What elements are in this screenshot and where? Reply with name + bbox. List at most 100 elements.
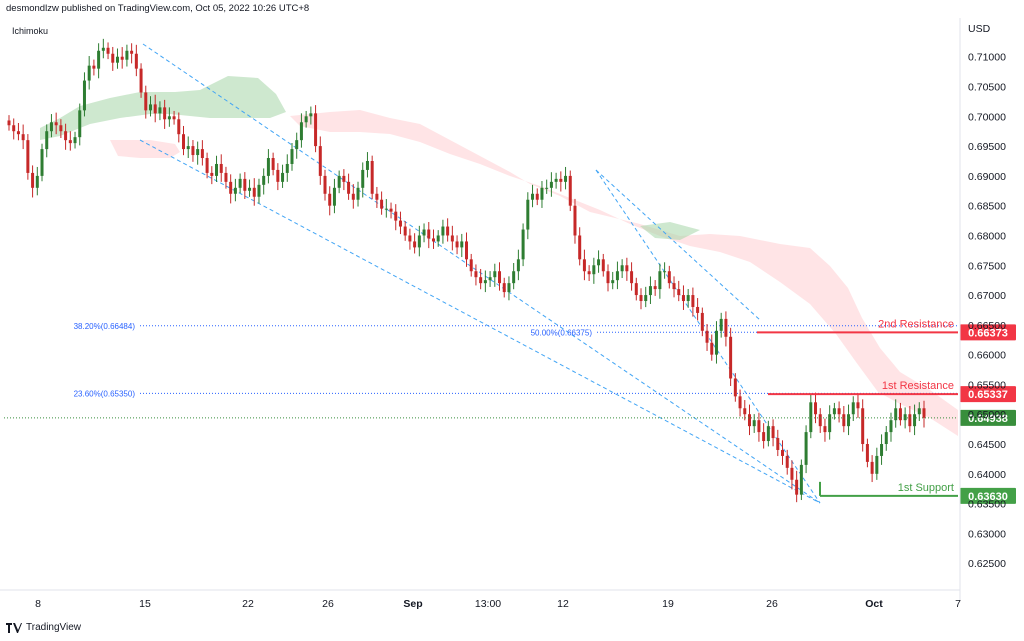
candle-body xyxy=(219,163,223,173)
candle-body xyxy=(318,146,322,176)
candle-body xyxy=(696,306,700,313)
cloud-bullish xyxy=(640,222,700,240)
candle-body xyxy=(898,408,902,421)
candle-body xyxy=(115,56,119,63)
candle-body xyxy=(785,455,789,468)
candle-body xyxy=(144,92,148,111)
candle-body xyxy=(526,199,530,230)
price-tick-label: 0.70500 xyxy=(968,82,1006,94)
time-axis[interactable]: 8 15 22 26 Sep 13:00 12 19 26 Oct 7 xyxy=(0,589,961,610)
candle-body xyxy=(290,149,294,164)
time-tick-label: 12 xyxy=(557,598,569,610)
candle-body xyxy=(677,289,681,296)
last-price-price-tag xyxy=(960,409,1016,426)
price-tick-label: 0.68000 xyxy=(968,230,1006,242)
candle-body xyxy=(328,193,332,206)
candle-body xyxy=(856,402,860,409)
time-tick-label: 26 xyxy=(322,598,334,610)
candle-body xyxy=(837,408,841,415)
price-tick-label: 0.64500 xyxy=(968,439,1006,451)
candle-body xyxy=(78,110,82,138)
time-tick-label: 8 xyxy=(35,598,41,610)
trendline xyxy=(595,169,821,504)
candle-body xyxy=(828,414,832,433)
candle-body xyxy=(790,467,794,480)
candle-body xyxy=(502,283,506,293)
candle-body xyxy=(818,414,822,427)
candle-body xyxy=(205,158,209,173)
candle-body xyxy=(64,131,68,141)
candle-body xyxy=(738,396,742,409)
candle-body xyxy=(361,169,365,188)
candle-body xyxy=(587,271,591,275)
candle-body xyxy=(365,161,369,170)
candle-body xyxy=(559,178,563,182)
candle-body xyxy=(469,259,473,272)
candle-body xyxy=(139,68,143,93)
candle-body xyxy=(97,50,101,69)
price-tick-label: 0.70000 xyxy=(968,111,1006,123)
candle-body xyxy=(200,149,204,159)
candle-body xyxy=(653,286,657,290)
candle-body xyxy=(337,175,341,188)
candle-body xyxy=(573,205,577,236)
candle-body xyxy=(427,229,431,239)
candle-body xyxy=(167,116,171,120)
candle-body xyxy=(252,187,256,197)
candle-body xyxy=(814,402,818,415)
candle-body xyxy=(903,414,907,421)
candle-body xyxy=(196,149,200,156)
price-axis[interactable]: USD 0.71000 0.70500 0.70000 0.69500 0.69000 0.… xyxy=(959,18,1006,600)
candle-body xyxy=(101,47,105,51)
candle-body xyxy=(535,193,539,200)
candle-body xyxy=(21,134,25,141)
candle-body xyxy=(7,120,11,126)
candle-body xyxy=(436,235,440,242)
price-tick-label: 0.65000 xyxy=(968,409,1006,421)
candle-body xyxy=(752,420,756,427)
candle-body xyxy=(299,122,303,141)
candle-body xyxy=(615,271,619,281)
candle-body xyxy=(413,241,417,248)
candle-body xyxy=(719,318,723,331)
candle-body xyxy=(861,408,865,445)
candle-body xyxy=(134,53,138,69)
candle-body xyxy=(804,432,808,465)
candle-body xyxy=(663,271,667,273)
candle-body xyxy=(285,163,289,173)
candle-body xyxy=(545,187,549,189)
candle-body xyxy=(332,187,336,206)
tradingview-brand: TradingView xyxy=(26,622,82,633)
resistance-price-label: 0.66373 xyxy=(968,327,1008,339)
trendlines xyxy=(139,43,821,504)
candle-body xyxy=(842,414,846,427)
candle-body xyxy=(408,235,412,242)
tradingview-footer[interactable]: TradingView xyxy=(6,622,81,633)
candle-body xyxy=(375,193,379,200)
trendline xyxy=(142,43,821,504)
candle-body xyxy=(68,140,72,144)
candle-body xyxy=(40,149,44,176)
tradingview-logo-icon xyxy=(6,622,22,633)
price-tick-label: 0.67000 xyxy=(968,290,1006,302)
candle-body xyxy=(681,295,685,302)
support-name: 1st Support xyxy=(898,482,954,494)
candle-body xyxy=(403,226,407,236)
price-tick-label: 0.68500 xyxy=(968,201,1006,213)
indicator-label[interactable]: Ichimoku xyxy=(12,26,49,36)
candle-body xyxy=(672,283,676,290)
price-tick-label: 0.71000 xyxy=(968,52,1006,64)
candle-body xyxy=(111,53,115,63)
candle-body xyxy=(314,113,318,147)
candle-body xyxy=(630,271,634,284)
publisher-header: desmondlzw published on TradingView.com,… xyxy=(6,3,310,14)
time-tick-label: 7 xyxy=(955,598,961,610)
time-tick-label: 13:00 xyxy=(475,598,501,610)
candle-body xyxy=(851,402,855,415)
candle-body xyxy=(766,426,770,442)
candle-body xyxy=(304,116,308,123)
candle-body xyxy=(747,414,751,427)
candle-body xyxy=(512,271,516,284)
candle-body xyxy=(266,158,270,176)
